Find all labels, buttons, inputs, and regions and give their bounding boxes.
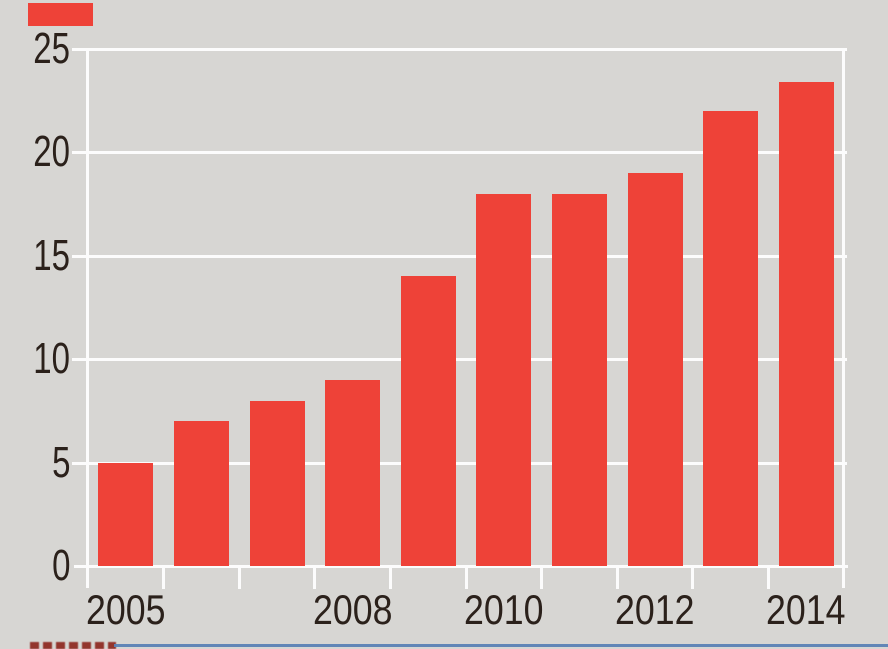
x-axis-tick-label: 2010 xyxy=(434,588,574,632)
bar-2014 xyxy=(778,82,834,566)
x-axis-tick-label: 2014 xyxy=(736,588,876,632)
x-axis-tick xyxy=(162,567,166,589)
bar-2006 xyxy=(173,421,229,566)
x-axis-tick-label-text: 2008 xyxy=(312,586,393,633)
x-axis-baseline xyxy=(74,565,848,568)
bar-2007 xyxy=(249,400,305,566)
y-axis-tick-label: 15 xyxy=(0,230,70,280)
x-axis-tick xyxy=(615,567,619,589)
x-axis-tick xyxy=(464,567,468,589)
y-axis-line xyxy=(86,49,89,588)
bar-2009 xyxy=(400,276,456,566)
y-axis-tick-label: 25 xyxy=(0,27,70,71)
y-axis-tick-label: 10 xyxy=(0,337,70,381)
gridline-y-25 xyxy=(72,48,847,51)
x-axis-tick-label-text: 2012 xyxy=(615,586,695,633)
right-border-line xyxy=(842,49,845,588)
y-axis-tick-label-text: 20 xyxy=(33,127,70,177)
y-axis-tick-label: 0 xyxy=(0,544,70,588)
y-axis-tick-label-text: 0 xyxy=(51,541,70,590)
x-axis-tick xyxy=(313,567,317,589)
x-axis-tick-label-text: 2010 xyxy=(464,586,544,633)
cropped-footer-rule xyxy=(114,644,888,647)
y-axis-tick-label-text: 25 xyxy=(33,24,70,73)
x-axis-tick xyxy=(691,567,695,589)
bar-2011 xyxy=(551,193,607,566)
y-axis-tick-label-text: 10 xyxy=(33,334,70,384)
bar-2005 xyxy=(98,462,154,566)
gridline-y-10 xyxy=(72,358,847,362)
bar-2010 xyxy=(476,193,532,566)
cropped-red-tab-fragment xyxy=(28,3,93,26)
x-axis-tick xyxy=(237,567,241,589)
x-axis-tick-label: 2012 xyxy=(585,588,725,632)
bar-2008 xyxy=(325,379,381,566)
y-axis-tick-label: 20 xyxy=(0,130,70,174)
cropped-footer-text-fragment xyxy=(30,642,116,649)
x-axis-tick-label-text: 2014 xyxy=(766,586,846,633)
x-axis-tick xyxy=(540,567,544,589)
gridline-y-5 xyxy=(72,461,847,465)
x-axis-tick xyxy=(766,567,770,589)
x-axis-tick xyxy=(388,567,392,589)
y-axis-tick-label-text: 15 xyxy=(33,230,70,280)
x-axis-tick-label: 2008 xyxy=(283,588,423,632)
gridline-y-15 xyxy=(72,254,847,258)
x-axis-tick-label: 2005 xyxy=(56,588,196,632)
bar-2012 xyxy=(627,173,683,566)
x-axis-tick-label-text: 2005 xyxy=(86,586,166,633)
bar-2013 xyxy=(703,111,759,566)
gridline-y-20 xyxy=(72,151,847,155)
y-axis-tick-label-text: 5 xyxy=(51,437,70,487)
y-axis-tick-label: 5 xyxy=(0,437,70,487)
